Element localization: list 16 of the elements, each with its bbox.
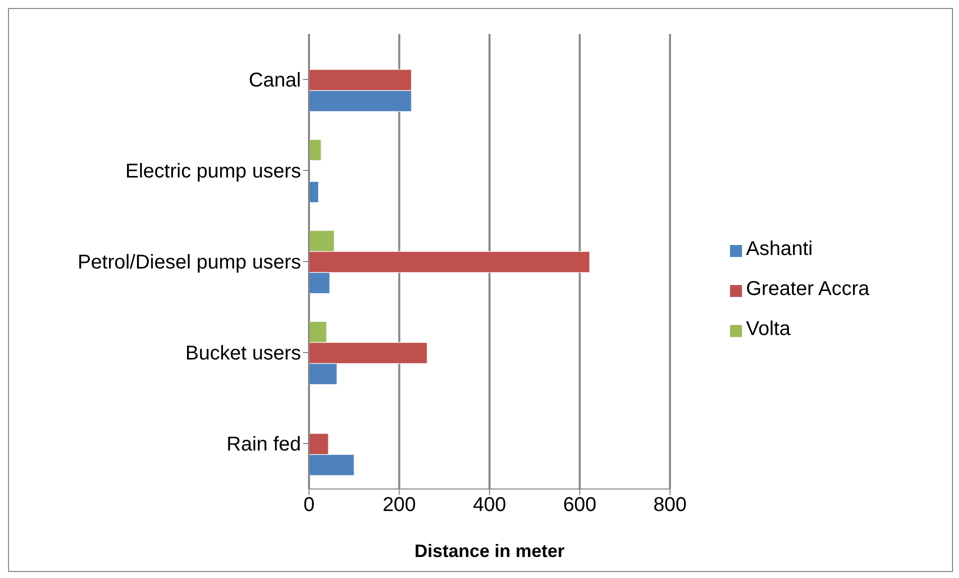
bar — [309, 181, 319, 204]
x-tick-label: 0 — [303, 494, 315, 516]
y-tick-label: Petrol/Diesel pump users — [78, 252, 301, 274]
x-tick-label: 400 — [472, 494, 506, 516]
legend-label: Greater Accra — [746, 278, 870, 300]
x-tick-label: 200 — [382, 494, 416, 516]
x-tick-label: 600 — [563, 494, 596, 516]
x-tick-label: 800 — [653, 494, 687, 516]
y-tick-label: Canal — [248, 70, 301, 92]
y-tick-label: Bucket users — [185, 342, 301, 365]
legend-label: Volta — [746, 318, 790, 340]
x-axis-title: Distance in meter — [414, 541, 565, 561]
y-tick-label: Rain fed — [226, 434, 301, 456]
y-tick-label: Electric pump users — [125, 160, 301, 183]
bar — [309, 139, 322, 162]
legend-label: Ashanti — [746, 238, 813, 260]
